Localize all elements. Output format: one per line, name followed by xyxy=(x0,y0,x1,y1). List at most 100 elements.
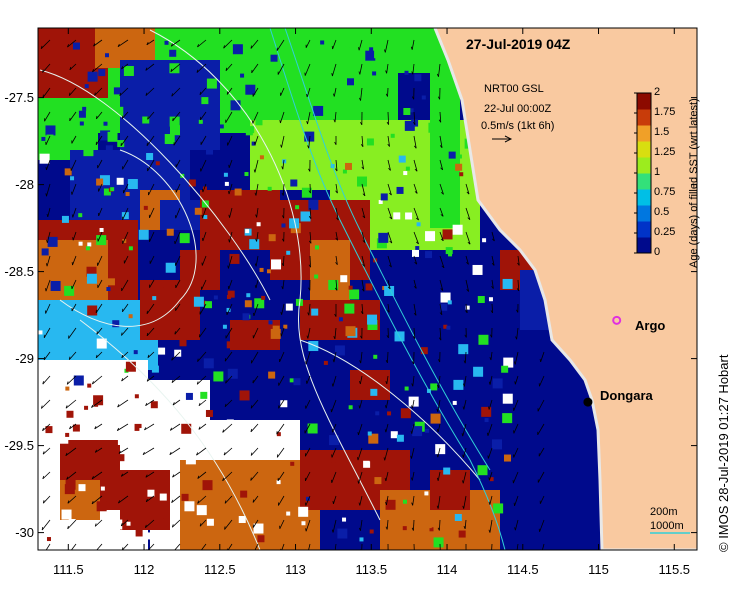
sst-speckle xyxy=(369,529,374,534)
wind-arrow xyxy=(226,303,233,316)
wind-arrow xyxy=(97,231,103,242)
sst-speckle xyxy=(73,375,84,386)
wind-arrowhead xyxy=(42,475,45,480)
sst-speckle xyxy=(41,136,46,141)
sst-speckle xyxy=(244,172,249,177)
wind-arrowhead xyxy=(333,336,336,340)
wind-arrow xyxy=(94,519,103,527)
sst-speckle xyxy=(239,390,250,401)
sst-speckle xyxy=(125,68,130,73)
wind-arrowhead xyxy=(514,361,516,365)
sst-speckle xyxy=(127,179,138,190)
sst-speckle xyxy=(116,257,121,262)
sst-speckle xyxy=(234,188,242,196)
wind-arrowhead xyxy=(228,214,230,218)
sst-speckle xyxy=(87,71,98,82)
wind-arrow xyxy=(386,495,389,506)
wind-arrow xyxy=(282,159,285,170)
wind-arrowhead xyxy=(69,66,72,70)
sst-speckle xyxy=(53,103,64,114)
wind-arrowhead xyxy=(254,192,257,196)
wind-arrow xyxy=(281,303,285,315)
wind-arrow xyxy=(145,471,155,478)
wind-arrow xyxy=(46,231,51,243)
wind-arrow xyxy=(69,63,77,71)
wind-arrow xyxy=(97,159,103,169)
sst-speckle xyxy=(300,211,311,222)
wind-arrowhead xyxy=(68,92,71,96)
wind-arrowhead xyxy=(541,551,542,554)
wind-arrow xyxy=(306,87,311,98)
wind-arrow xyxy=(439,207,444,217)
wind-arrowhead xyxy=(281,263,284,267)
wind-arrow xyxy=(146,303,155,315)
wind-arrowhead xyxy=(147,354,150,358)
wind-arrowhead xyxy=(441,265,445,269)
sst-speckle xyxy=(430,413,441,424)
wind-arrowhead xyxy=(308,264,311,268)
wind-arrow xyxy=(67,519,77,530)
wind-arrowhead xyxy=(69,426,72,430)
sst-speckle xyxy=(363,460,371,468)
sst-speckle xyxy=(443,467,451,475)
wind-arrow xyxy=(332,63,337,77)
sst-speckle xyxy=(276,432,281,437)
wind-arrow xyxy=(196,375,207,385)
wind-arrow xyxy=(121,279,129,292)
wind-arrow xyxy=(412,399,415,409)
sst-speckle xyxy=(202,300,207,305)
lat-tick-label: -28.5 xyxy=(4,263,34,279)
wind-arrowhead xyxy=(387,286,391,290)
wind-arrowhead xyxy=(385,93,388,97)
sst-speckle xyxy=(411,249,419,257)
wind-arrow xyxy=(359,399,363,409)
wind-arrowhead xyxy=(46,213,49,218)
wind-arrowhead xyxy=(389,240,393,244)
sst-speckle xyxy=(345,326,356,337)
wind-arrow xyxy=(304,423,311,434)
sst-speckle xyxy=(454,513,462,521)
wind-arrow xyxy=(97,255,103,266)
wind-arrowhead xyxy=(250,45,252,49)
sst-speckle xyxy=(112,519,123,530)
wind-arrowhead xyxy=(117,404,120,408)
sst-speckle xyxy=(169,116,180,127)
wind-arrowhead xyxy=(45,193,47,197)
wind-arrowhead xyxy=(281,166,284,170)
wind-arrowhead xyxy=(196,69,199,73)
wind-arrow xyxy=(281,543,285,550)
wind-arrow xyxy=(255,255,259,267)
wind-arrow xyxy=(40,39,51,49)
wind-arrow xyxy=(91,495,103,505)
sst-speckle xyxy=(337,528,348,539)
wind-arrowhead xyxy=(93,43,96,47)
sst-speckle xyxy=(256,222,261,227)
wind-arrowhead xyxy=(437,384,439,389)
wind-arrowhead xyxy=(335,190,338,194)
sst-speckle xyxy=(328,279,339,290)
lon-tick-label: 111.5 xyxy=(52,562,84,577)
sst-speckle xyxy=(86,266,97,277)
wind-arrow xyxy=(120,519,129,527)
shelf-contour xyxy=(284,28,491,471)
wind-arrow xyxy=(229,231,233,243)
sst-speckle xyxy=(125,192,130,197)
wind-arrow xyxy=(199,303,207,315)
wind-arrow xyxy=(254,135,259,145)
sst-speckle xyxy=(307,423,318,434)
wind-arrowhead xyxy=(357,431,359,436)
sst-speckle xyxy=(96,338,107,349)
sst-speckle xyxy=(98,69,106,77)
colorbar-segment xyxy=(637,157,651,174)
sst-speckle xyxy=(245,84,256,95)
wind-arrowhead xyxy=(388,167,391,171)
wind-arrowhead xyxy=(439,145,443,148)
wind-arrowhead xyxy=(389,264,392,268)
axis-ticks xyxy=(38,28,697,550)
sst-speckle xyxy=(481,406,492,417)
wind-arrowhead xyxy=(334,141,337,145)
sst-speckle xyxy=(344,303,355,314)
wind-arrow xyxy=(439,255,445,269)
wind-arrow xyxy=(491,231,495,242)
wind-arrow xyxy=(412,63,415,75)
